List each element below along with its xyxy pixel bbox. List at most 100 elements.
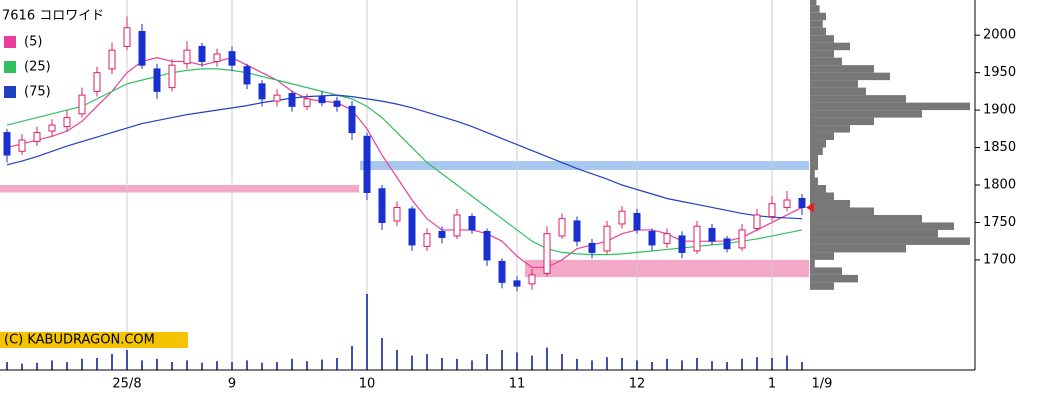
candle-body bbox=[228, 51, 236, 66]
candle-body bbox=[153, 68, 161, 92]
x-tick-label: 11 bbox=[509, 377, 526, 392]
volume-bar bbox=[261, 362, 263, 370]
candle-body bbox=[258, 83, 266, 100]
watermark: (C) KABUDRAGON.COM bbox=[4, 333, 155, 348]
profile-bar bbox=[810, 117, 874, 126]
volume-bar bbox=[81, 358, 83, 370]
profile-bar bbox=[810, 177, 818, 185]
candle-body bbox=[768, 203, 776, 217]
candle-body bbox=[333, 100, 341, 107]
profile-bar bbox=[810, 72, 890, 81]
candle-body bbox=[618, 210, 626, 225]
volume-bar bbox=[201, 362, 203, 370]
candle-body bbox=[633, 212, 641, 231]
candle-body bbox=[513, 280, 521, 287]
x-tick-label: 12 bbox=[629, 377, 646, 392]
volume-bar bbox=[756, 357, 758, 370]
volume-bar bbox=[681, 360, 683, 370]
legend-label: (25) bbox=[24, 60, 51, 75]
candle-body bbox=[393, 206, 401, 222]
profile-bar bbox=[810, 80, 858, 88]
candle-body bbox=[423, 233, 431, 247]
volume-bar bbox=[291, 358, 293, 370]
candle-body bbox=[213, 53, 221, 62]
ma-line bbox=[6, 94, 803, 220]
profile-bar bbox=[810, 214, 922, 223]
profile-bar bbox=[810, 50, 834, 58]
profile-bar bbox=[810, 5, 820, 13]
x-tick-label: 1 bbox=[768, 377, 776, 392]
candle-body bbox=[198, 45, 206, 62]
volume-bar bbox=[6, 362, 8, 370]
profile-bar bbox=[810, 222, 954, 230]
candle-body bbox=[588, 242, 596, 253]
candle-body bbox=[243, 66, 251, 85]
chart-title: 7616 コロワイド bbox=[2, 9, 104, 24]
volume-bar bbox=[36, 362, 38, 370]
volume-bar bbox=[246, 360, 248, 370]
volume-bar bbox=[696, 358, 698, 370]
plot: 25/8 9 10 11 12 1 1700 1750 1800 1850 1900 1950 2000 bbox=[0, 0, 1016, 392]
candle-body bbox=[138, 30, 146, 66]
candle-body bbox=[303, 98, 311, 107]
candle-body bbox=[63, 117, 71, 128]
volume-bar bbox=[651, 362, 653, 370]
profile-bar bbox=[810, 274, 858, 283]
volume-bar bbox=[741, 358, 743, 370]
profile-bar bbox=[810, 185, 826, 193]
profile-bar bbox=[810, 125, 850, 133]
candle-body bbox=[318, 96, 326, 104]
volume-bar bbox=[801, 362, 803, 370]
ma-line bbox=[6, 68, 803, 256]
volume-bar bbox=[591, 360, 593, 370]
profile-bar bbox=[810, 20, 823, 28]
candle-body bbox=[798, 197, 806, 208]
profile-bar bbox=[810, 35, 834, 43]
volume-bar bbox=[411, 355, 413, 370]
candle-body bbox=[3, 132, 11, 156]
candle-body bbox=[123, 27, 131, 47]
volume-bar bbox=[366, 294, 368, 370]
candle-body bbox=[108, 49, 116, 70]
candle-body bbox=[528, 274, 536, 285]
last-date: 1/9 bbox=[812, 377, 833, 392]
candle-body bbox=[453, 214, 461, 237]
volume-bar bbox=[426, 354, 428, 370]
volume-bar bbox=[711, 361, 713, 370]
profile-bar bbox=[810, 192, 834, 200]
profile-bar bbox=[810, 162, 818, 171]
profile-bar bbox=[810, 207, 874, 215]
candle-body bbox=[558, 218, 566, 237]
profile-bar bbox=[810, 132, 834, 141]
volume-bar bbox=[336, 358, 338, 370]
legend-swatch bbox=[4, 36, 16, 48]
profile-bar bbox=[810, 27, 826, 36]
y-tick-label: 2000 bbox=[983, 28, 1016, 43]
profile-bar bbox=[810, 252, 834, 260]
volume-bar bbox=[726, 362, 728, 370]
candle-body bbox=[273, 94, 281, 102]
candle-body bbox=[183, 49, 191, 65]
candle-body bbox=[48, 124, 56, 132]
volume-bar bbox=[771, 358, 773, 370]
volume-bar bbox=[96, 358, 98, 370]
profile-bar bbox=[810, 140, 826, 148]
y-tick-label: 1950 bbox=[983, 65, 1016, 80]
candle-body bbox=[408, 208, 416, 246]
volume-bar bbox=[546, 347, 548, 370]
band bbox=[525, 259, 809, 278]
profile-bar bbox=[810, 170, 815, 178]
volume-bar bbox=[561, 354, 563, 370]
profile-bar bbox=[810, 259, 815, 268]
volume-bar bbox=[636, 360, 638, 370]
volume-bar bbox=[171, 362, 173, 370]
volume-bar bbox=[351, 346, 353, 370]
candle-body bbox=[378, 188, 386, 223]
candle-body bbox=[543, 233, 551, 274]
profile-bar bbox=[810, 199, 850, 208]
volume-bar bbox=[621, 358, 623, 370]
volume-bar bbox=[606, 357, 608, 370]
profile-bar bbox=[810, 0, 817, 6]
profile-bar bbox=[810, 267, 842, 275]
